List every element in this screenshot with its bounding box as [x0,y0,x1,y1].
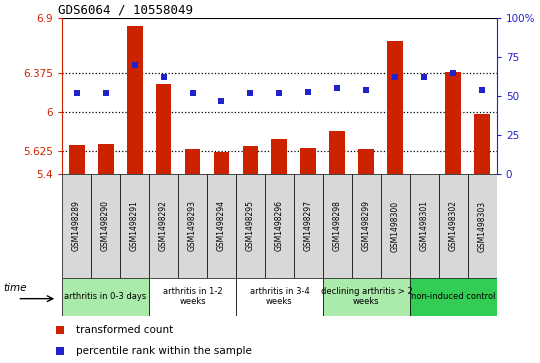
Bar [149,174,178,278]
Bar [352,174,381,278]
Point [72,90,81,96]
Text: GDS6064 / 10558049: GDS6064 / 10558049 [58,4,193,17]
Bar [178,174,207,278]
Text: GSM1498297: GSM1498297 [304,200,313,252]
Bar [265,174,294,278]
Bar [207,174,236,278]
Text: GSM1498294: GSM1498294 [217,200,226,252]
Text: declining arthritis > 2
weeks: declining arthritis > 2 weeks [321,287,412,306]
Point [304,89,313,94]
Bar [323,174,352,278]
Point [449,70,458,76]
Point [102,90,110,96]
Bar [236,174,265,278]
Bar [242,146,259,174]
Text: GSM1498299: GSM1498299 [362,200,371,252]
Text: GSM1498289: GSM1498289 [72,200,81,252]
Bar [329,131,346,174]
Point [56,327,65,333]
Bar [62,278,149,316]
Text: GSM1498300: GSM1498300 [391,200,400,252]
Bar [381,174,410,278]
Point [188,90,197,96]
Point [246,90,255,96]
Bar [323,278,410,316]
Point [159,74,168,80]
Text: time: time [3,284,26,293]
Bar [439,174,468,278]
Bar [474,114,490,174]
Text: GSM1498292: GSM1498292 [159,200,168,252]
Text: arthritis in 3-4
weeks: arthritis in 3-4 weeks [249,287,309,306]
Point [275,90,284,96]
Text: GSM1498302: GSM1498302 [449,200,458,252]
Text: GSM1498293: GSM1498293 [188,200,197,252]
Text: arthritis in 1-2
weeks: arthritis in 1-2 weeks [163,287,222,306]
Bar [120,174,149,278]
Bar [91,174,120,278]
Bar [236,278,323,316]
Point [362,87,370,93]
Text: GSM1498301: GSM1498301 [420,200,429,252]
Bar [410,278,497,316]
Text: GSM1498303: GSM1498303 [478,200,487,252]
Bar [359,149,374,174]
Bar [468,174,497,278]
Bar [213,152,230,174]
Bar [156,84,172,174]
Point [56,348,65,354]
Bar [300,148,316,174]
Text: GSM1498298: GSM1498298 [333,200,342,252]
Text: arthritis in 0-3 days: arthritis in 0-3 days [64,292,147,301]
Point [333,86,342,91]
Bar [185,149,200,174]
Bar [149,278,236,316]
Point [420,74,429,80]
Bar [446,72,461,174]
Text: GSM1498296: GSM1498296 [275,200,284,252]
Text: GSM1498291: GSM1498291 [130,200,139,252]
Bar [69,145,85,174]
Text: GSM1498290: GSM1498290 [101,200,110,252]
Bar [272,139,287,174]
Bar [294,174,323,278]
Text: GSM1498295: GSM1498295 [246,200,255,252]
Point [130,62,139,68]
Text: transformed count: transformed count [76,325,174,335]
Bar [62,174,91,278]
Bar [98,144,113,174]
Text: percentile rank within the sample: percentile rank within the sample [76,346,252,356]
Point [391,74,400,80]
Bar [387,41,403,174]
Bar [126,26,143,174]
Point [217,98,226,104]
Bar [410,174,439,278]
Point [478,87,487,93]
Text: non-induced control: non-induced control [411,292,496,301]
